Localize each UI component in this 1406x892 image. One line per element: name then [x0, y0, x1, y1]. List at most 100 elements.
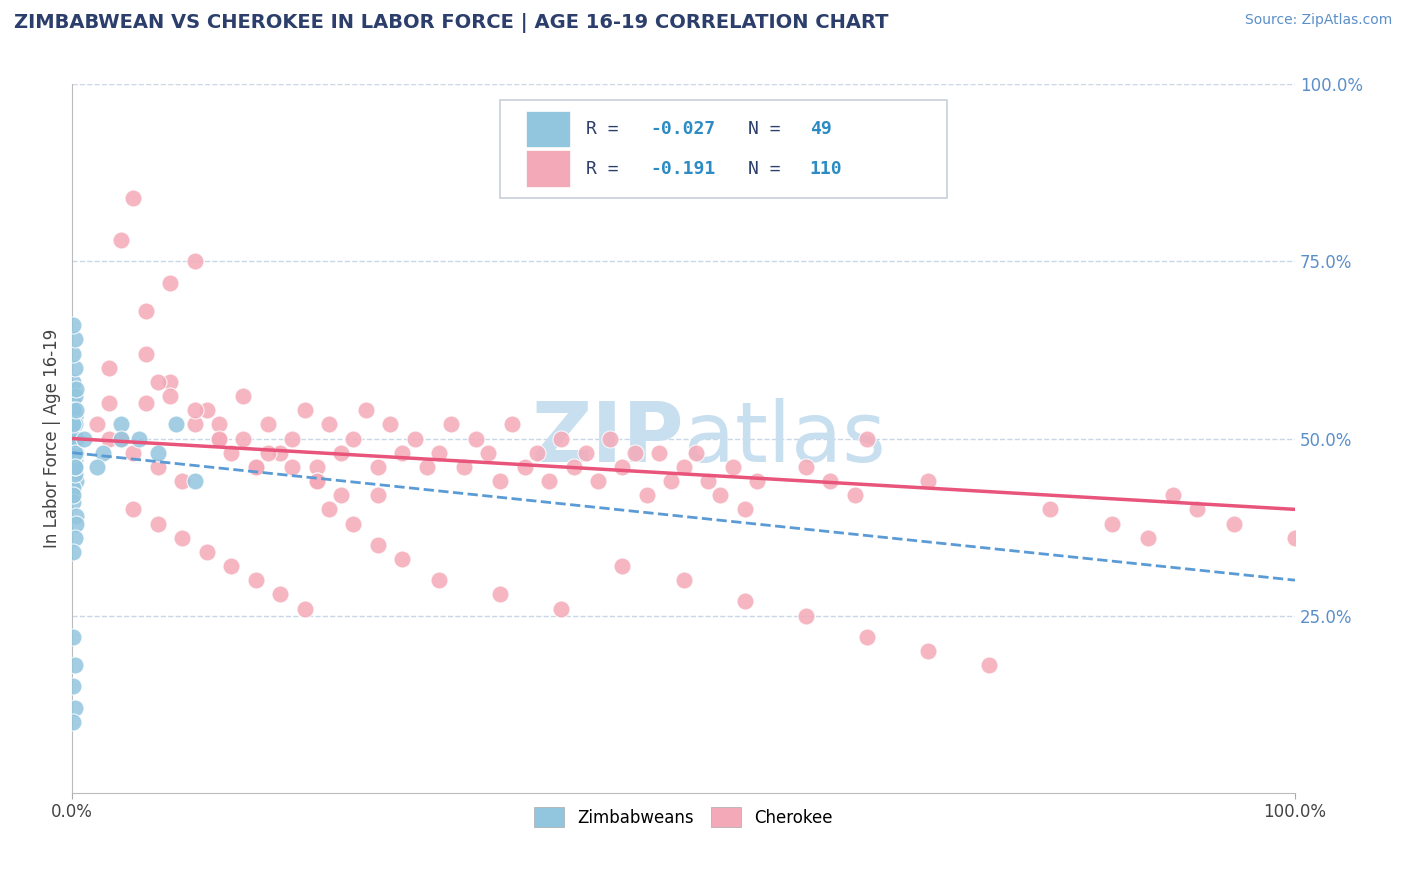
Point [183, 417, 205, 432]
Point [794, 608, 817, 623]
Point [745, 474, 768, 488]
Point [440, 417, 463, 432]
Point [245, 459, 267, 474]
Point [208, 432, 231, 446]
Point [636, 488, 658, 502]
Point [86, 417, 108, 432]
Point [63, 432, 86, 446]
Point [62, 432, 84, 446]
Point [65, 432, 87, 446]
Point [62, 488, 84, 502]
Point [159, 276, 181, 290]
Point [1223, 516, 1246, 531]
Point [391, 552, 413, 566]
Text: 49: 49 [810, 120, 831, 138]
Text: ZIMBABWEAN VS CHEROKEE IN LABOR FORCE | AGE 16-19 CORRELATION CHART: ZIMBABWEAN VS CHEROKEE IN LABOR FORCE | … [14, 13, 889, 33]
Text: N =: N = [748, 120, 792, 138]
Point [305, 474, 328, 488]
Point [63, 332, 86, 346]
Text: -0.191: -0.191 [651, 160, 716, 178]
Point [128, 432, 150, 446]
Point [110, 417, 132, 432]
FancyBboxPatch shape [501, 100, 946, 198]
Point [416, 459, 439, 474]
Point [110, 432, 132, 446]
Point [62, 432, 84, 446]
Point [232, 389, 254, 403]
Point [330, 488, 353, 502]
Point [135, 346, 157, 360]
Point [63, 459, 86, 474]
Point [183, 474, 205, 488]
Point [391, 446, 413, 460]
Point [63, 360, 86, 375]
Point [599, 432, 621, 446]
Point [404, 432, 426, 446]
Point [709, 488, 731, 502]
Point [62, 714, 84, 729]
Point [550, 601, 572, 615]
Point [62, 630, 84, 644]
Point [135, 304, 157, 318]
Point [305, 474, 328, 488]
Point [63, 459, 86, 474]
Point [62, 417, 84, 432]
Point [672, 459, 695, 474]
Point [110, 432, 132, 446]
Point [65, 382, 87, 396]
Point [721, 459, 744, 474]
Point [63, 700, 86, 714]
Point [63, 446, 86, 460]
Point [844, 488, 866, 502]
Point [62, 346, 84, 360]
Point [172, 531, 194, 545]
Point [1185, 502, 1208, 516]
Point [281, 459, 304, 474]
Point [294, 601, 316, 615]
Legend: Zimbabweans, Cherokee: Zimbabweans, Cherokee [527, 800, 839, 834]
Point [146, 375, 169, 389]
Point [62, 403, 84, 417]
Point [122, 502, 145, 516]
Point [110, 233, 132, 247]
Point [367, 538, 389, 552]
Point [734, 594, 756, 608]
Point [856, 432, 879, 446]
Point [97, 360, 120, 375]
Point [342, 516, 364, 531]
Point [427, 573, 450, 587]
Point [65, 446, 87, 460]
Text: -0.027: -0.027 [651, 120, 716, 138]
Point [269, 587, 291, 601]
Point [305, 459, 328, 474]
Point [165, 417, 187, 432]
FancyBboxPatch shape [526, 111, 569, 147]
Point [245, 459, 267, 474]
Point [354, 403, 377, 417]
Point [219, 559, 242, 574]
Point [63, 410, 86, 425]
Point [62, 425, 84, 439]
Point [91, 446, 114, 460]
Point [86, 459, 108, 474]
Point [63, 658, 86, 673]
Point [794, 459, 817, 474]
Point [62, 495, 84, 509]
Point [159, 389, 181, 403]
Point [1137, 531, 1160, 545]
Point [562, 459, 585, 474]
Point [453, 459, 475, 474]
Point [367, 488, 389, 502]
Point [135, 396, 157, 410]
Point [122, 191, 145, 205]
Point [63, 389, 86, 403]
Point [612, 559, 634, 574]
Point [318, 502, 340, 516]
Point [195, 545, 218, 559]
Point [489, 587, 512, 601]
Point [427, 446, 450, 460]
Point [146, 516, 169, 531]
Point [65, 516, 87, 531]
Point [63, 452, 86, 467]
Point [208, 432, 231, 446]
